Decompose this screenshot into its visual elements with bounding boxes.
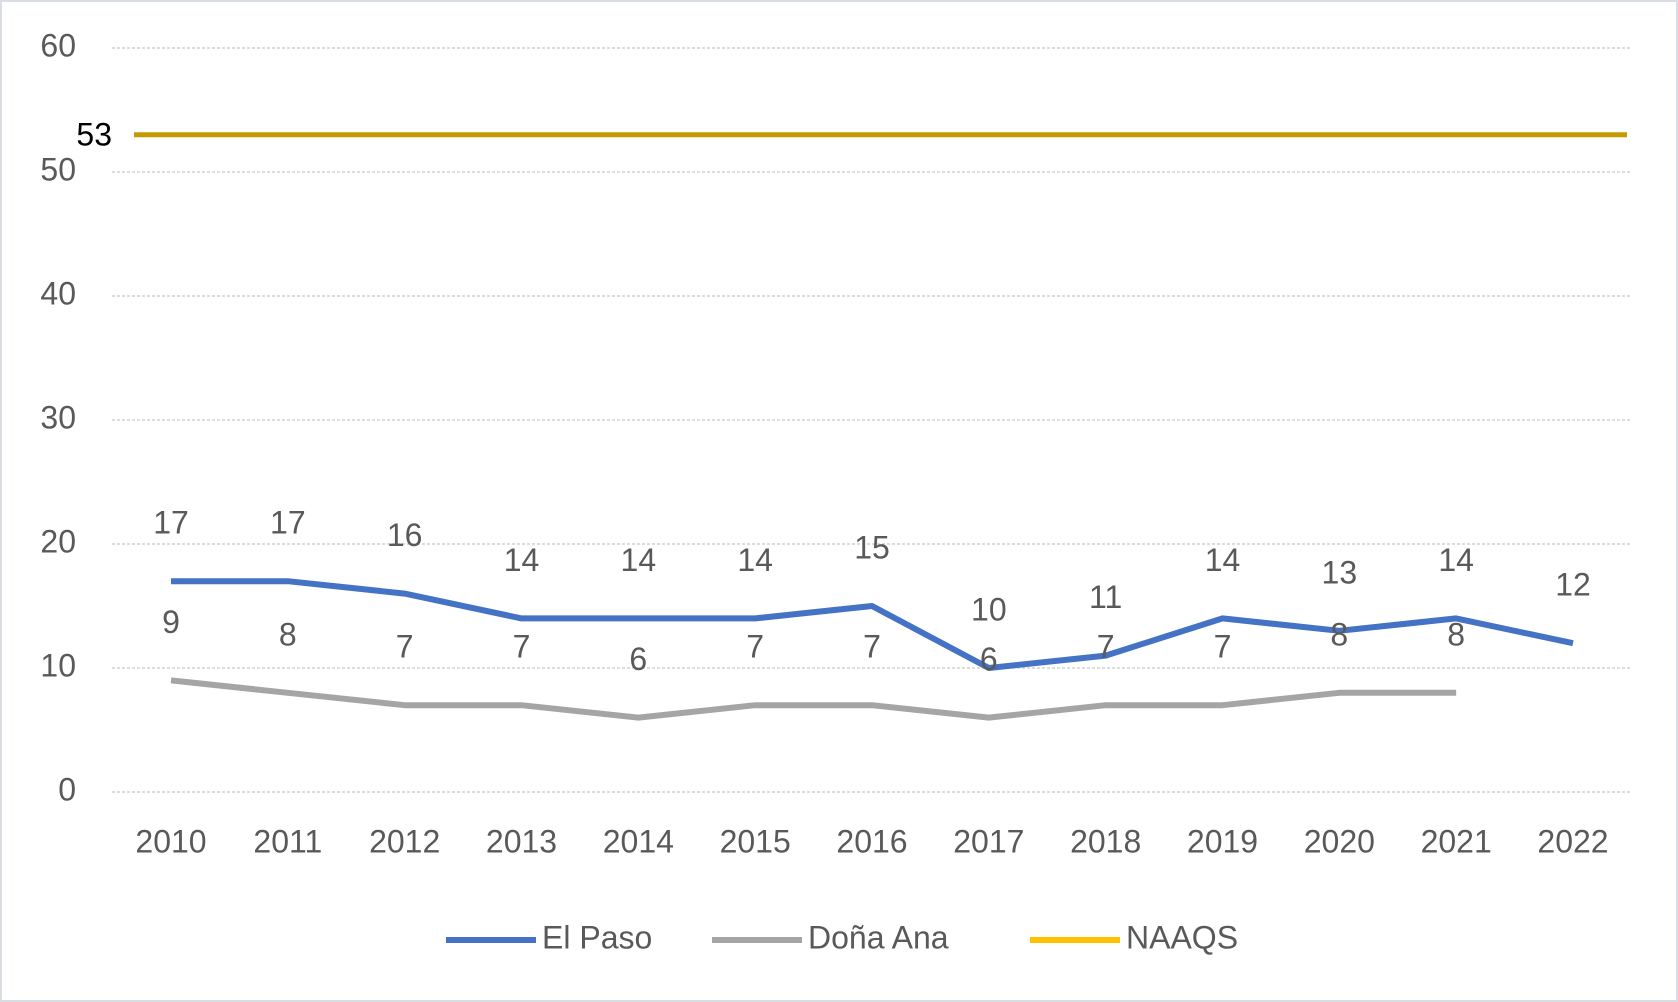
data-label: 8 bbox=[1447, 616, 1465, 652]
data-label: 7 bbox=[513, 629, 531, 665]
x-tick-label: 2010 bbox=[135, 823, 206, 859]
data-label: 7 bbox=[746, 629, 764, 665]
series-line bbox=[170, 677, 1457, 721]
y-tick-label: 40 bbox=[40, 275, 76, 311]
x-tick-label: 2016 bbox=[836, 823, 907, 859]
x-tick-label: 2022 bbox=[1537, 823, 1608, 859]
data-label: 7 bbox=[863, 629, 881, 665]
x-tick-label: 2013 bbox=[486, 823, 557, 859]
data-label: 8 bbox=[1330, 616, 1348, 652]
x-tick-label: 2011 bbox=[253, 823, 322, 859]
data-label: 14 bbox=[504, 542, 540, 578]
y-tick-label: 0 bbox=[58, 771, 76, 807]
data-label: 16 bbox=[387, 517, 423, 553]
data-label: 17 bbox=[153, 505, 189, 541]
x-tick-label: 2012 bbox=[369, 823, 440, 859]
x-tick-label: 2014 bbox=[603, 823, 674, 859]
data-label: 12 bbox=[1555, 567, 1591, 603]
data-label: 6 bbox=[629, 641, 647, 677]
data-label: 53 bbox=[76, 116, 112, 152]
x-tick-label: 2021 bbox=[1421, 823, 1492, 859]
series-line bbox=[171, 578, 1574, 671]
data-label: 14 bbox=[621, 542, 657, 578]
data-label: 17 bbox=[270, 505, 306, 541]
data-label: 11 bbox=[1089, 579, 1122, 615]
data-label: 8 bbox=[279, 616, 297, 652]
x-tick-label: 2015 bbox=[720, 823, 791, 859]
legend-label: El Paso bbox=[542, 919, 652, 955]
y-tick-label: 10 bbox=[40, 647, 76, 683]
y-tick-label: 50 bbox=[40, 151, 76, 187]
y-tick-label: 20 bbox=[40, 523, 76, 559]
data-label: 14 bbox=[737, 542, 773, 578]
data-label: 6 bbox=[980, 641, 998, 677]
data-label: 13 bbox=[1322, 554, 1358, 590]
data-label: 14 bbox=[1438, 542, 1474, 578]
y-tick-label: 30 bbox=[40, 399, 76, 435]
data-label: 7 bbox=[1097, 629, 1115, 665]
legend-label: NAAQS bbox=[1126, 919, 1238, 955]
x-tick-label: 2020 bbox=[1304, 823, 1375, 859]
data-label: 10 bbox=[971, 591, 1007, 627]
data-label: 7 bbox=[1214, 629, 1232, 665]
x-tick-label: 2019 bbox=[1187, 823, 1258, 859]
x-tick-label: 2017 bbox=[953, 823, 1024, 859]
data-label: 15 bbox=[854, 529, 890, 565]
data-label: 7 bbox=[396, 629, 414, 665]
data-label: 9 bbox=[162, 604, 180, 640]
legend-label: Doña Ana bbox=[808, 919, 949, 955]
x-tick-label: 2018 bbox=[1070, 823, 1141, 859]
data-label: 14 bbox=[1205, 542, 1241, 578]
y-tick-label: 60 bbox=[40, 27, 76, 63]
